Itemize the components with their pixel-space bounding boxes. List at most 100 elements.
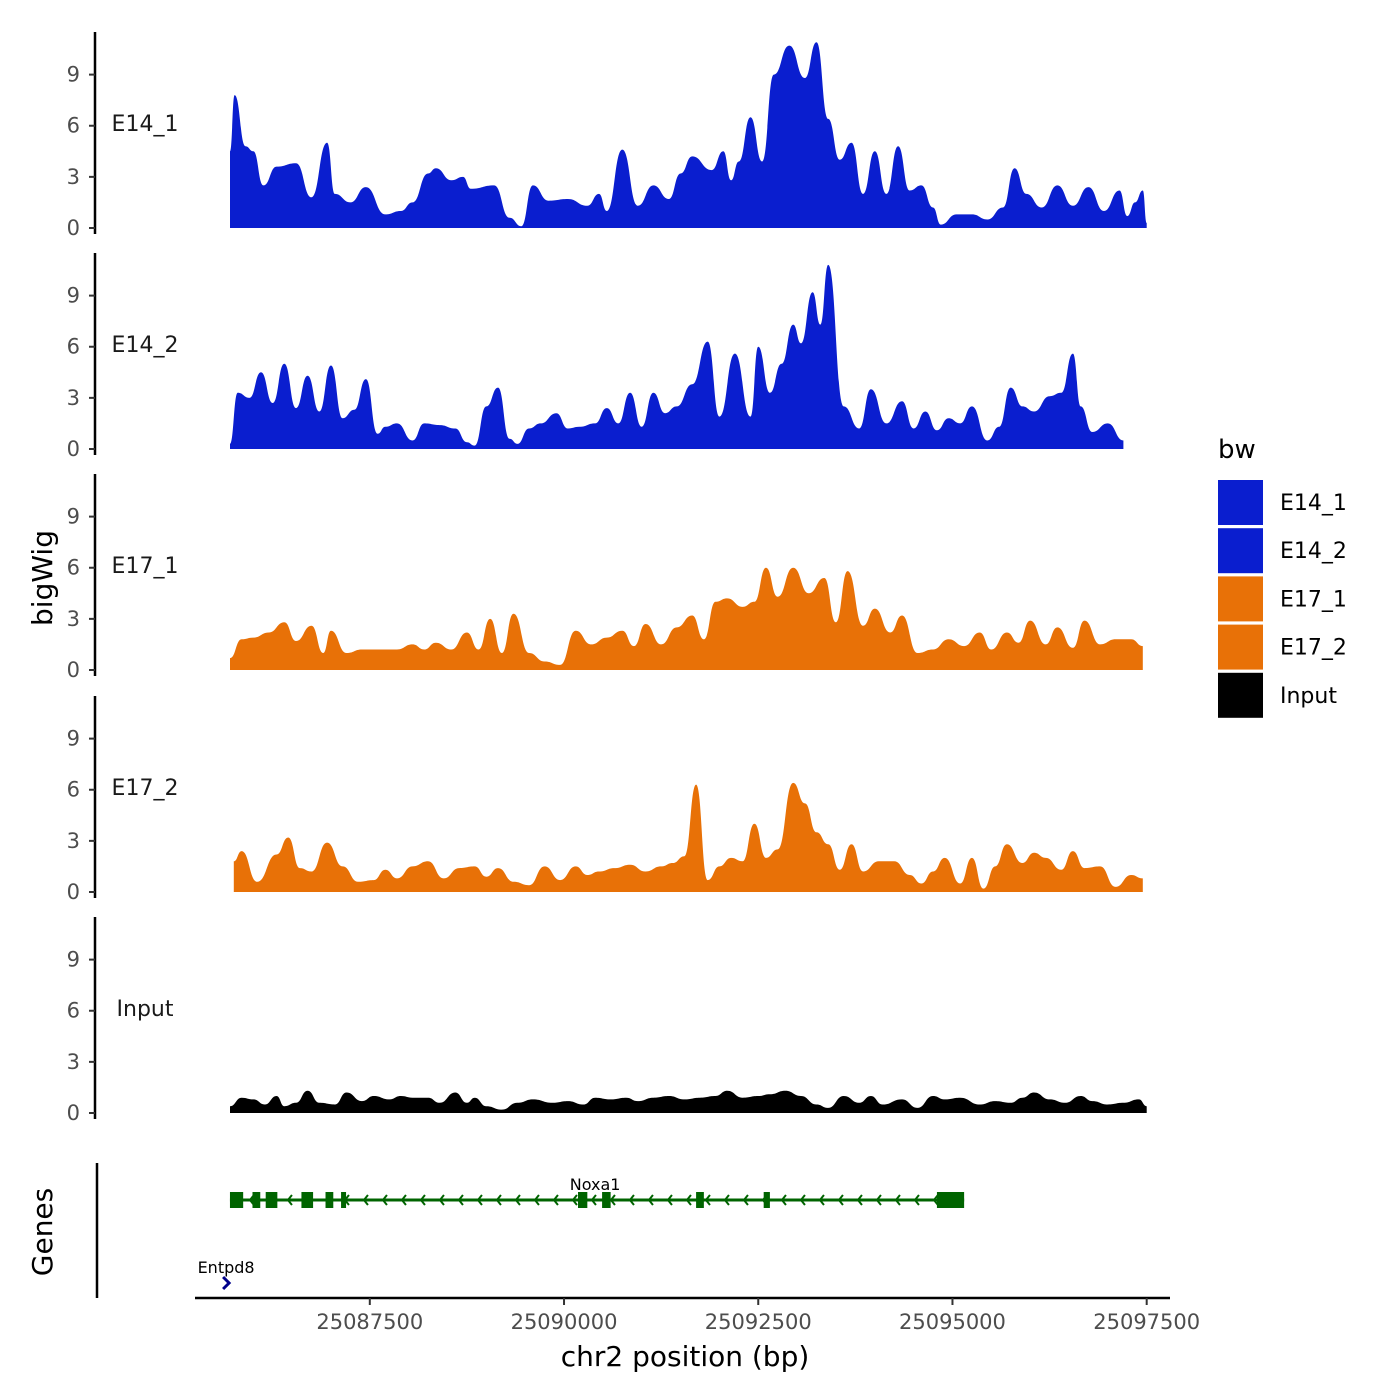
- strand-arrow: [894, 1194, 901, 1206]
- genes-panel-title: Genes: [26, 1188, 59, 1276]
- track-panels: 0 3 6 9 E14_1 0 3 6 9 E14_2 0 3 6 9 E17_1 0 3 6 9 E17_2 0 3 6 9…: [67, 32, 1147, 1125]
- x-tick-label: 25097500: [1093, 1310, 1200, 1334]
- y-tick-label: 9: [67, 63, 80, 87]
- gene-exon: [763, 1192, 770, 1208]
- strand-arrow: [875, 1194, 882, 1206]
- strand-arrow: [590, 1194, 597, 1206]
- strand-arrow: [533, 1194, 540, 1206]
- strand-arrow: [222, 1275, 232, 1291]
- track-label: Input: [117, 997, 174, 1022]
- y-axis-title: bigWig: [26, 530, 59, 626]
- x-tick-label: 25087500: [316, 1310, 423, 1334]
- strand-arrow: [362, 1194, 369, 1206]
- track-panel-E14_2: 0 3 6 9 E14_2: [67, 253, 1124, 461]
- gene-Entpd8: Entpd8: [198, 1258, 255, 1291]
- gene-exon: [325, 1192, 334, 1208]
- gene-exon: [602, 1192, 611, 1208]
- gene-exon: [301, 1192, 314, 1208]
- x-tick-label: 25090000: [511, 1310, 618, 1334]
- gene-exon: [696, 1192, 704, 1208]
- y-tick-label: 9: [67, 727, 80, 751]
- coverage-area-E17_1: [230, 567, 1143, 670]
- strand-arrow: [913, 1194, 920, 1206]
- strand-arrow: [837, 1194, 844, 1206]
- y-tick-label: 9: [67, 948, 80, 972]
- x-axis: 25087500 25090000 25092500 25095000 25097500: [195, 1296, 1200, 1334]
- track-label: E17_1: [112, 554, 179, 579]
- legend-swatch: [1218, 672, 1263, 718]
- legend-item-E14_1: E14_1: [1218, 480, 1347, 525]
- gene-exon: [229, 1192, 244, 1208]
- legend-label: E17_2: [1280, 636, 1347, 661]
- strand-arrow: [400, 1194, 407, 1206]
- y-tick-label: 6: [67, 114, 80, 138]
- track-panel-E17_2: 0 3 6 9 E17_2: [67, 696, 1143, 904]
- strand-arrow: [419, 1194, 426, 1206]
- strand-arrow: [571, 1194, 578, 1206]
- legend-label: E14_2: [1280, 539, 1347, 564]
- gene-label: Noxa1: [570, 1175, 621, 1194]
- y-tick-label: 3: [67, 386, 80, 410]
- strand-arrow: [457, 1194, 464, 1206]
- strand-arrow: [647, 1194, 654, 1206]
- strand-arrow: [799, 1194, 806, 1206]
- y-tick-label: 0: [67, 216, 80, 240]
- legend: bw E14_1 E14_2 E17_1 E17_2 Input: [1218, 435, 1347, 718]
- strand-arrow: [685, 1194, 692, 1206]
- y-tick-label: 3: [67, 165, 80, 189]
- strand-arrow: [932, 1194, 939, 1206]
- strand-arrow: [704, 1194, 711, 1206]
- gene-exon: [341, 1192, 347, 1208]
- strand-arrow: [609, 1194, 616, 1206]
- y-tick-label: 6: [67, 556, 80, 580]
- y-tick-label: 9: [67, 505, 80, 529]
- track-panel-E17_1: 0 3 6 9 E17_1: [67, 474, 1143, 682]
- strand-arrow: [742, 1194, 749, 1206]
- legend-swatch: [1218, 624, 1263, 670]
- track-label: E14_2: [112, 333, 179, 358]
- strand-arrow: [552, 1194, 559, 1206]
- y-tick-label: 3: [67, 607, 80, 631]
- y-tick-label: 9: [67, 284, 80, 308]
- legend-swatch: [1218, 480, 1263, 525]
- legend-item-E17_2: E17_2: [1218, 624, 1347, 670]
- y-tick-label: 6: [67, 335, 80, 359]
- x-tick-label: 25095000: [899, 1310, 1006, 1334]
- coverage-area-E14_1: [230, 42, 1147, 229]
- y-tick-label: 0: [67, 1101, 80, 1125]
- strand-arrow: [723, 1194, 730, 1206]
- y-tick-label: 3: [67, 1050, 80, 1074]
- legend-title: bw: [1218, 435, 1256, 465]
- legend-label: Input: [1280, 684, 1337, 709]
- gene-exon: [265, 1192, 278, 1208]
- strand-arrow: [495, 1194, 502, 1206]
- coverage-area-E14_2: [230, 264, 1124, 449]
- track-panel-Input: 0 3 6 9 Input: [67, 917, 1147, 1125]
- strand-arrow: [381, 1194, 388, 1206]
- gene-exon: [578, 1192, 588, 1208]
- y-tick-label: 6: [67, 778, 80, 802]
- y-tick-label: 0: [67, 658, 80, 682]
- strand-arrow: [514, 1194, 521, 1206]
- strand-arrow: [780, 1194, 787, 1206]
- legend-item-Input: Input: [1218, 672, 1337, 718]
- coverage-area-Input: [230, 1090, 1147, 1113]
- coverage-area-E17_2: [233, 782, 1143, 892]
- strand-arrow: [628, 1194, 635, 1206]
- strand-arrow: [476, 1194, 483, 1206]
- strand-arrow: [438, 1194, 445, 1206]
- gene-label: Entpd8: [198, 1258, 255, 1277]
- legend-item-E14_2: E14_2: [1218, 528, 1347, 574]
- legend-swatch: [1218, 576, 1263, 622]
- gene-exon: [936, 1192, 965, 1208]
- legend-label: E14_1: [1280, 491, 1347, 516]
- y-tick-label: 3: [67, 829, 80, 853]
- genes-panel: Noxa1 Entpd8: [95, 1163, 965, 1298]
- legend-item-E17_1: E17_1: [1218, 576, 1347, 622]
- x-tick-label: 25092500: [705, 1310, 812, 1334]
- gene-Noxa1: Noxa1: [229, 1175, 965, 1208]
- y-tick-label: 0: [67, 880, 80, 904]
- strand-arrow: [286, 1194, 293, 1206]
- legend-swatch: [1218, 528, 1263, 574]
